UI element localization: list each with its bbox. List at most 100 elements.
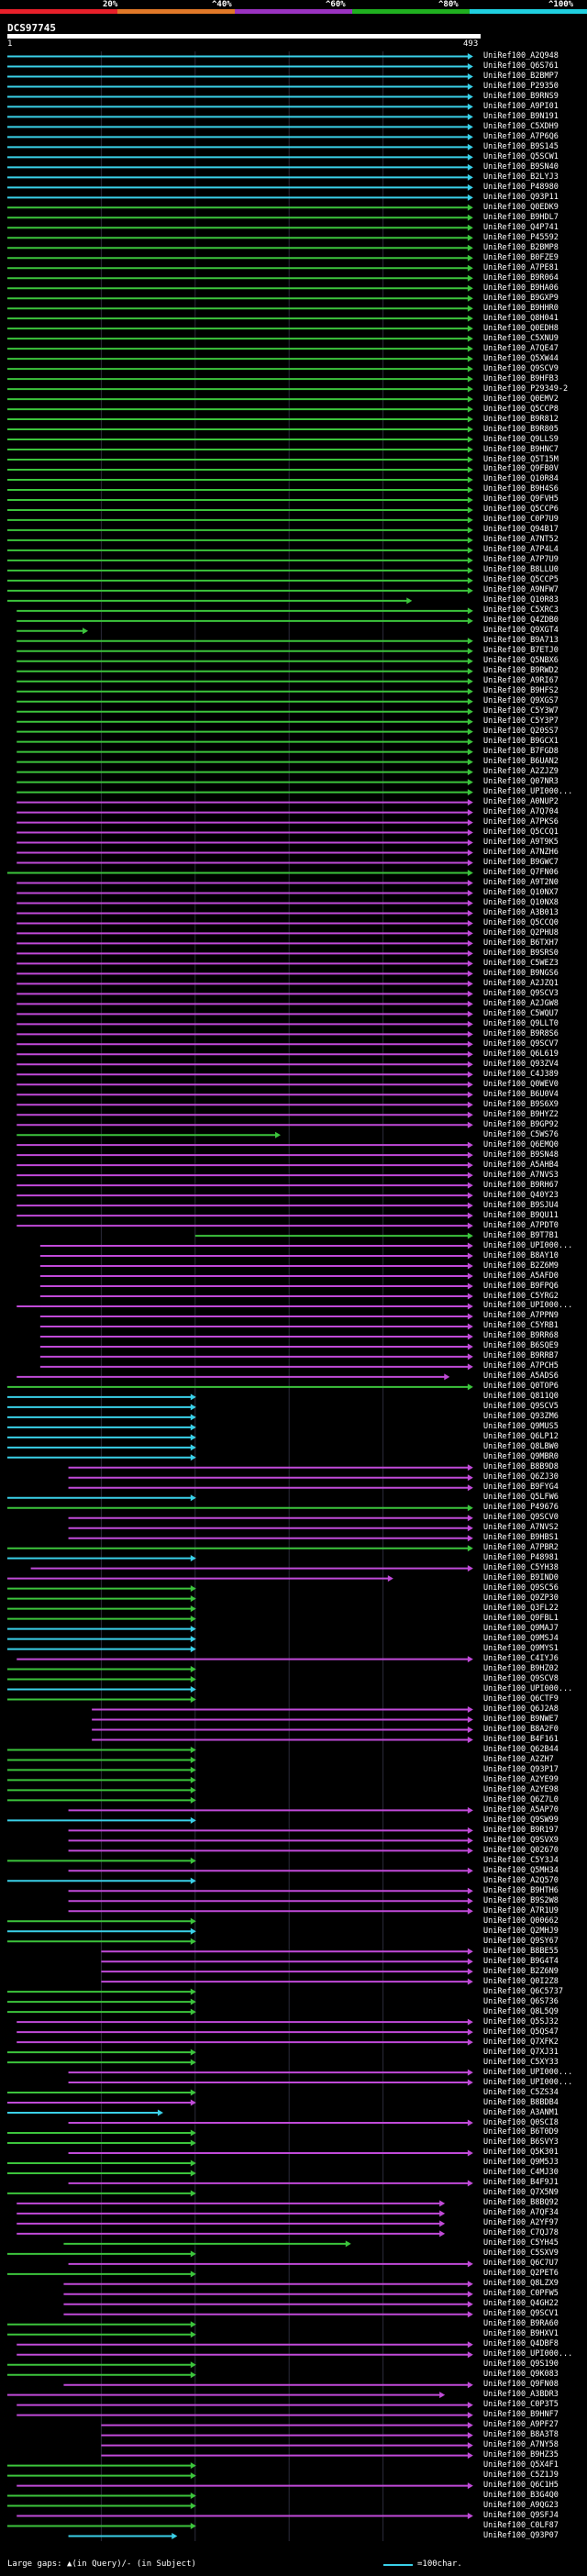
- hit-label[interactable]: UniRef100_B9GCX1: [483, 737, 559, 747]
- hit-label[interactable]: UniRef100_Q6C1H5: [483, 2481, 559, 2491]
- hit-label[interactable]: UniRef100_A7P4L4: [483, 545, 559, 555]
- hit-label[interactable]: UniRef100_B8BQ92: [483, 2198, 559, 2208]
- hit-label[interactable]: UniRef100_Q10R83: [483, 595, 559, 605]
- hit-label[interactable]: UniRef100_UPI000...: [483, 1240, 573, 1250]
- hit-label[interactable]: UniRef100_A7P6Q6: [483, 131, 559, 141]
- hit-label[interactable]: UniRef100_Q6ZJ30: [483, 1472, 559, 1482]
- hit-label[interactable]: UniRef100_Q2PHU8: [483, 927, 559, 938]
- hit-label[interactable]: UniRef100_A9RI67: [483, 676, 559, 686]
- hit-label[interactable]: UniRef100_Q20SS7: [483, 727, 559, 737]
- hit-label[interactable]: UniRef100_Q3FL22: [483, 1604, 559, 1614]
- hit-label[interactable]: UniRef100_B9R8S6: [483, 1028, 559, 1038]
- hit-label[interactable]: UniRef100_Q6L619: [483, 1049, 559, 1059]
- hit-label[interactable]: UniRef100_P29349-2: [483, 383, 569, 394]
- hit-label[interactable]: UniRef100_C5XRC3: [483, 605, 559, 616]
- hit-label[interactable]: UniRef100_P48980: [483, 182, 559, 192]
- hit-label[interactable]: UniRef100_Q62B44: [483, 1744, 559, 1754]
- hit-label[interactable]: UniRef100_A7NVS2: [483, 1523, 559, 1533]
- hit-label[interactable]: UniRef100_B7FGD8: [483, 747, 559, 757]
- hit-label[interactable]: UniRef100_C5ZS34: [483, 2087, 559, 2097]
- hit-label[interactable]: UniRef100_C0LF87: [483, 2521, 559, 2531]
- hit-label[interactable]: UniRef100_UPI000...: [483, 1684, 573, 1694]
- hit-label[interactable]: UniRef100_A9PF27: [483, 2420, 559, 2430]
- hit-label[interactable]: UniRef100_C4IYJ6: [483, 1654, 559, 1664]
- hit-label[interactable]: UniRef100_A5AHB4: [483, 1160, 559, 1170]
- hit-label[interactable]: UniRef100_B9RRB7: [483, 1351, 559, 1361]
- hit-label[interactable]: UniRef100_B8A2F0: [483, 1724, 559, 1734]
- hit-label[interactable]: UniRef100_B9FPQ6: [483, 1281, 559, 1291]
- hit-label[interactable]: UniRef100_C5YH38: [483, 1563, 559, 1573]
- hit-label[interactable]: UniRef100_A2Q570: [483, 1875, 559, 1885]
- hit-label[interactable]: UniRef100_Q0I2Z8: [483, 1976, 559, 1986]
- hit-label[interactable]: UniRef100_A5AFD0: [483, 1271, 559, 1281]
- hit-label[interactable]: UniRef100_Q93ZM6: [483, 1412, 559, 1422]
- hit-label[interactable]: UniRef100_B9S2W8: [483, 1895, 559, 1905]
- hit-label[interactable]: UniRef100_A7R1U9: [483, 1905, 559, 1915]
- hit-label[interactable]: UniRef100_B6UAN2: [483, 757, 559, 767]
- hit-label[interactable]: UniRef100_Q9SCV7: [483, 1038, 559, 1049]
- hit-label[interactable]: UniRef100_B9NWE7: [483, 1714, 559, 1724]
- hit-label[interactable]: UniRef100_B4F9J1: [483, 2178, 559, 2188]
- hit-label[interactable]: UniRef100_Q8H041: [483, 313, 559, 323]
- hit-label[interactable]: UniRef100_Q8LBW0: [483, 1442, 559, 1452]
- hit-label[interactable]: UniRef100_B9SN48: [483, 1149, 559, 1160]
- hit-label[interactable]: UniRef100_Q9MSJ4: [483, 1634, 559, 1644]
- hit-label[interactable]: UniRef100_Q9FB0V: [483, 464, 559, 474]
- hit-label[interactable]: UniRef100_A0NUP2: [483, 797, 559, 807]
- hit-label[interactable]: UniRef100_B6SVY3: [483, 2137, 559, 2148]
- hit-label[interactable]: UniRef100_Q9SCV1: [483, 2309, 559, 2319]
- hit-label[interactable]: UniRef100_C5XY33: [483, 2057, 559, 2067]
- hit-label[interactable]: UniRef100_C5SXV9: [483, 2248, 559, 2259]
- hit-label[interactable]: UniRef100_Q6J2A8: [483, 1704, 559, 1714]
- hit-label[interactable]: UniRef100_B9S6X9: [483, 1099, 559, 1109]
- hit-label[interactable]: UniRef100_A7PKS6: [483, 817, 559, 827]
- hit-label[interactable]: UniRef100_B9GXP9: [483, 293, 559, 303]
- hit-label[interactable]: UniRef100_Q9XGS7: [483, 696, 559, 706]
- hit-label[interactable]: UniRef100_C5WEZ3: [483, 958, 559, 968]
- hit-label[interactable]: UniRef100_C5YH45: [483, 2238, 559, 2248]
- hit-label[interactable]: UniRef100_B9SRS0: [483, 948, 559, 958]
- hit-label[interactable]: UniRef100_Q2MHJ9: [483, 1926, 559, 1936]
- hit-label[interactable]: UniRef100_Q5CCQ0: [483, 917, 559, 927]
- hit-label[interactable]: UniRef100_A9QG23: [483, 2501, 559, 2511]
- hit-label[interactable]: UniRef100_Q5LFW6: [483, 1493, 559, 1503]
- hit-label[interactable]: UniRef100_B9HZ02: [483, 1664, 559, 1674]
- hit-label[interactable]: UniRef100_B8AY10: [483, 1250, 559, 1260]
- hit-label[interactable]: UniRef100_Q7XFK2: [483, 2037, 559, 2047]
- hit-label[interactable]: UniRef100_Q4P741: [483, 222, 559, 232]
- hit-label[interactable]: UniRef100_Q5SJ32: [483, 2016, 559, 2026]
- hit-label[interactable]: UniRef100_A7NT52: [483, 535, 559, 545]
- hit-label[interactable]: UniRef100_Q811Q0: [483, 1392, 559, 1402]
- hit-label[interactable]: UniRef100_B6U0V4: [483, 1089, 559, 1099]
- hit-label[interactable]: UniRef100_Q5SCW1: [483, 151, 559, 161]
- hit-label[interactable]: UniRef100_Q5NBX6: [483, 656, 559, 666]
- hit-label[interactable]: UniRef100_B9R197: [483, 1825, 559, 1835]
- hit-label[interactable]: UniRef100_A9T2N0: [483, 877, 559, 887]
- hit-label[interactable]: UniRef100_Q6S736: [483, 1996, 559, 2006]
- hit-label[interactable]: UniRef100_C5WQU7: [483, 1008, 559, 1018]
- hit-label[interactable]: UniRef100_B9R812: [483, 414, 559, 424]
- hit-label[interactable]: UniRef100_B8B9D8: [483, 1462, 559, 1472]
- hit-label[interactable]: UniRef100_Q93ZV4: [483, 1059, 559, 1069]
- hit-label[interactable]: UniRef100_Q6S761: [483, 61, 559, 71]
- hit-label[interactable]: UniRef100_B2BMP8: [483, 242, 559, 252]
- hit-label[interactable]: UniRef100_B9HFB3: [483, 373, 559, 383]
- hit-label[interactable]: UniRef100_B9R064: [483, 272, 559, 283]
- hit-label[interactable]: UniRef100_UPI000...: [483, 2349, 573, 2359]
- hit-label[interactable]: UniRef100_B8A3T8: [483, 2430, 559, 2440]
- hit-label[interactable]: UniRef100_B9HZ35: [483, 2450, 559, 2460]
- hit-label[interactable]: UniRef100_C5Z1J9: [483, 2471, 559, 2481]
- hit-label[interactable]: UniRef100_Q94B17: [483, 525, 559, 535]
- hit-label[interactable]: UniRef100_B9RNS9: [483, 91, 559, 101]
- hit-label[interactable]: UniRef100_Q9FVH5: [483, 494, 559, 505]
- hit-label[interactable]: UniRef100_UPI000...: [483, 2077, 573, 2087]
- hit-label[interactable]: UniRef100_B9QU11: [483, 1210, 559, 1220]
- hit-label[interactable]: UniRef100_P49676: [483, 1503, 559, 1513]
- hit-label[interactable]: UniRef100_B9HDL7: [483, 212, 559, 222]
- hit-label[interactable]: UniRef100_B9HFS2: [483, 686, 559, 696]
- hit-label[interactable]: UniRef100_A2Q948: [483, 50, 559, 61]
- hit-label[interactable]: UniRef100_Q5QS47: [483, 2026, 559, 2037]
- hit-label[interactable]: UniRef100_Q0SCI8: [483, 2117, 559, 2127]
- hit-label[interactable]: UniRef100_C5XNU9: [483, 333, 559, 343]
- hit-label[interactable]: UniRef100_Q10NX7: [483, 887, 559, 897]
